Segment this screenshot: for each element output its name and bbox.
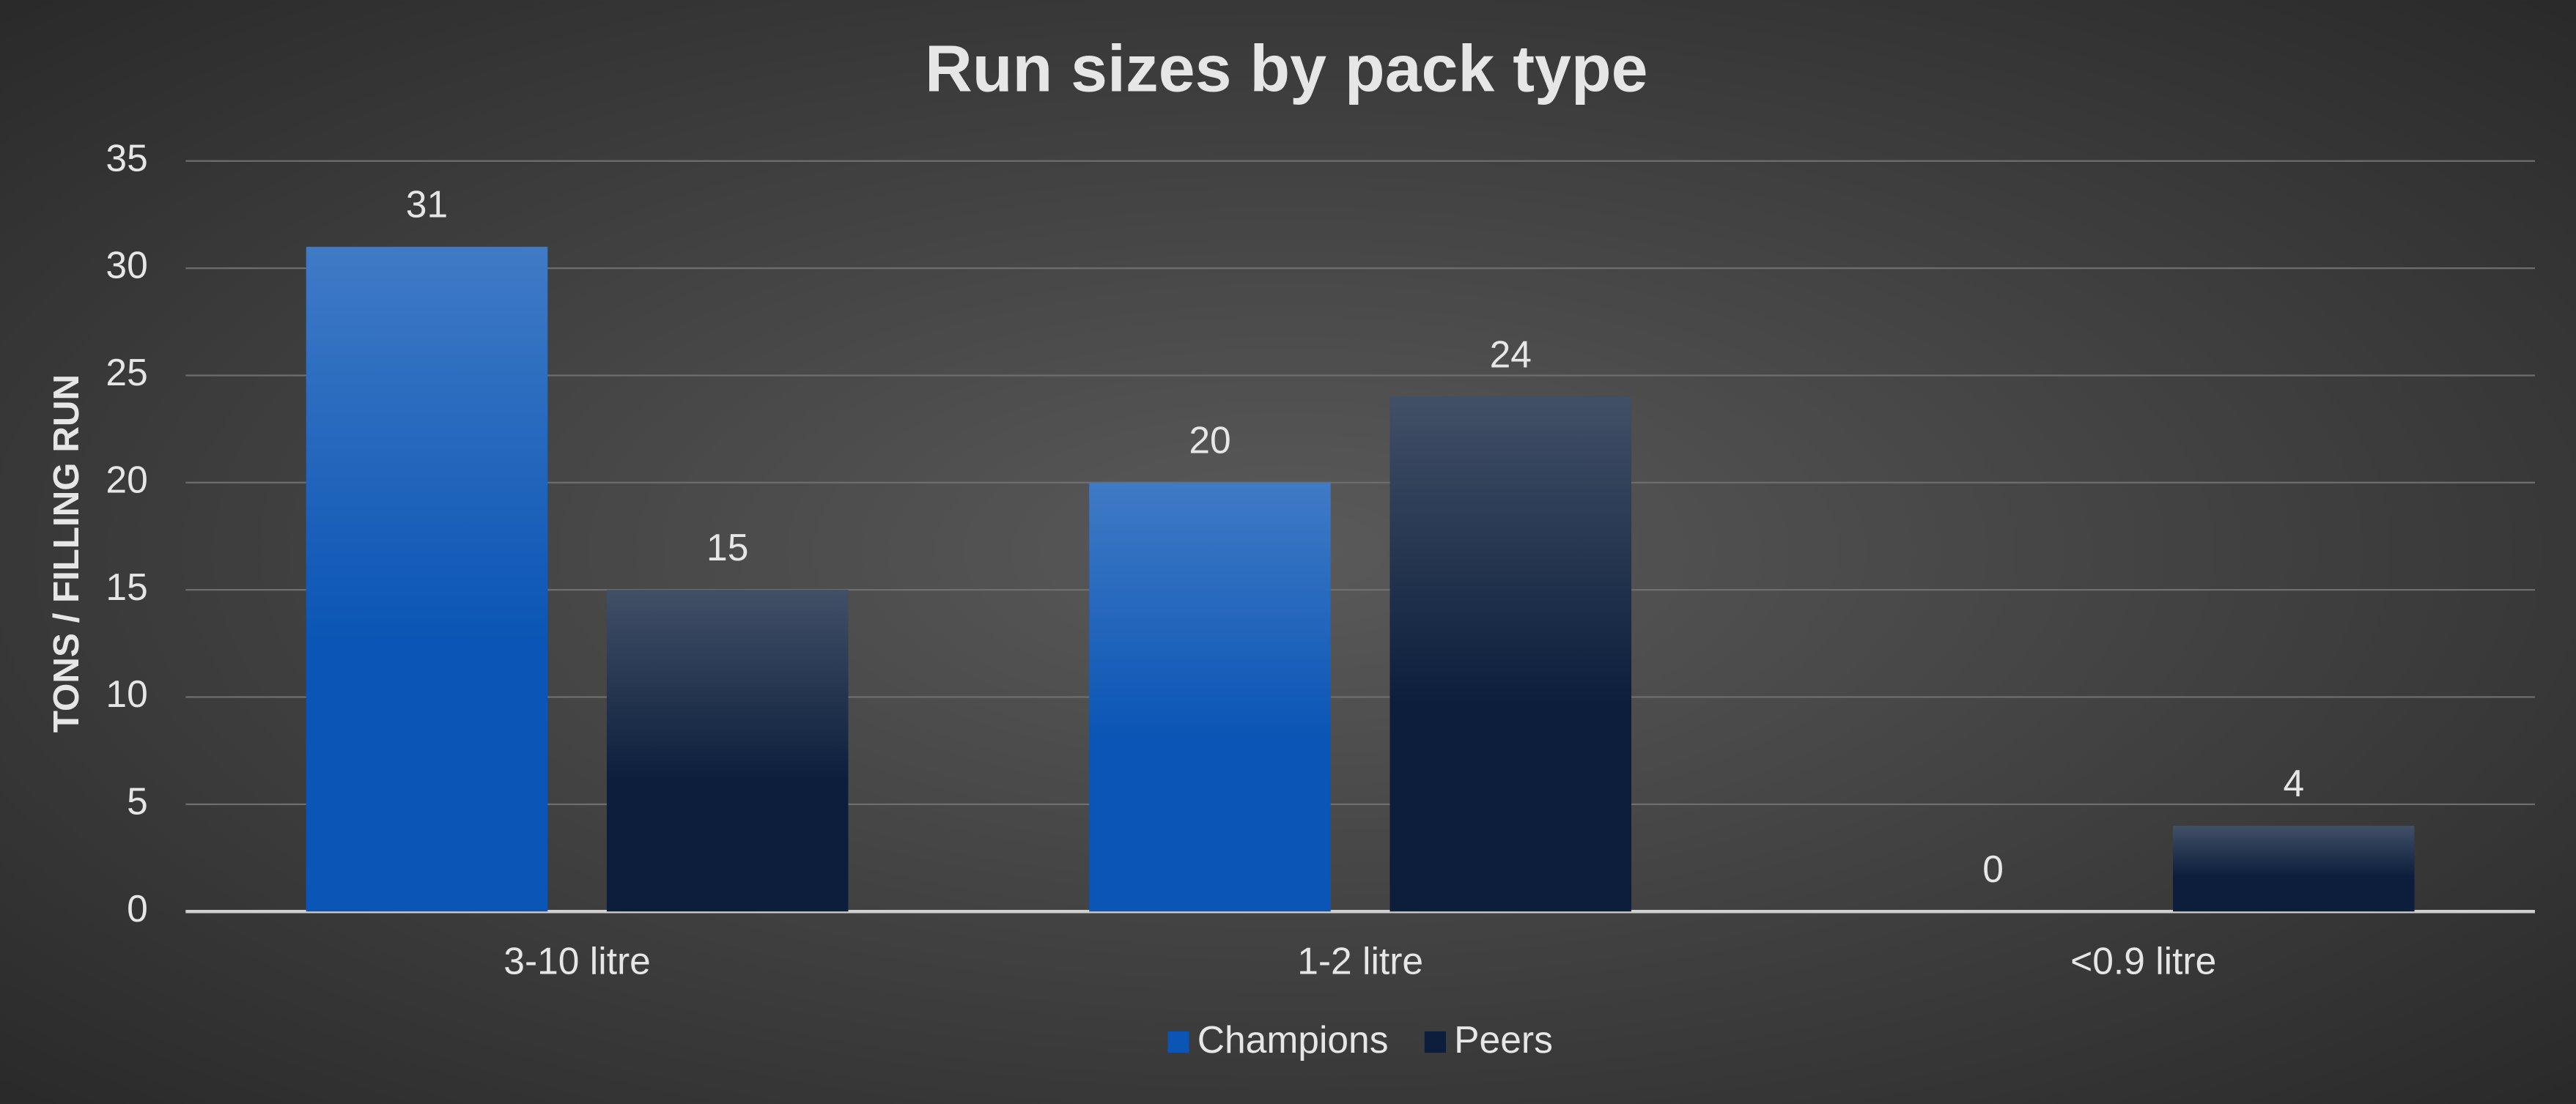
data-label: 24 bbox=[1490, 333, 1532, 376]
data-label: 31 bbox=[406, 183, 448, 226]
y-tick-label: 25 bbox=[106, 351, 147, 393]
x-tick-label: <0.9 litre bbox=[2070, 940, 2216, 982]
y-tick-label: 30 bbox=[106, 244, 147, 286]
data-label: 4 bbox=[2283, 762, 2304, 804]
bar-shine bbox=[2173, 826, 2415, 912]
bar-shine bbox=[1390, 396, 1632, 912]
y-axis-label: TONS / FILLING RUN bbox=[46, 374, 86, 733]
y-tick-label: 10 bbox=[106, 673, 147, 715]
legend: Champions Peers bbox=[1167, 1018, 1553, 1061]
bar-shine bbox=[306, 246, 548, 912]
y-tick-label: 0 bbox=[127, 887, 148, 930]
legend-swatch bbox=[1424, 1031, 1446, 1053]
y-tick-label: 15 bbox=[106, 566, 147, 608]
data-label: 20 bbox=[1189, 419, 1230, 462]
data-label: 0 bbox=[1982, 848, 2004, 890]
legend-swatch bbox=[1167, 1031, 1189, 1053]
y-tick-label: 20 bbox=[106, 458, 147, 500]
data-label: 15 bbox=[706, 526, 748, 568]
legend-label: Peers bbox=[1454, 1018, 1553, 1061]
x-tick-label: 3-10 litre bbox=[503, 940, 651, 982]
legend-label: Champions bbox=[1197, 1018, 1389, 1061]
x-tick-label: 1-2 litre bbox=[1297, 940, 1423, 982]
y-tick-label: 35 bbox=[106, 136, 147, 179]
bar-shine bbox=[606, 590, 849, 912]
chart-title: Run sizes by pack type bbox=[925, 33, 1648, 106]
bar-shine bbox=[1089, 482, 1331, 912]
y-tick-label: 5 bbox=[127, 779, 148, 822]
